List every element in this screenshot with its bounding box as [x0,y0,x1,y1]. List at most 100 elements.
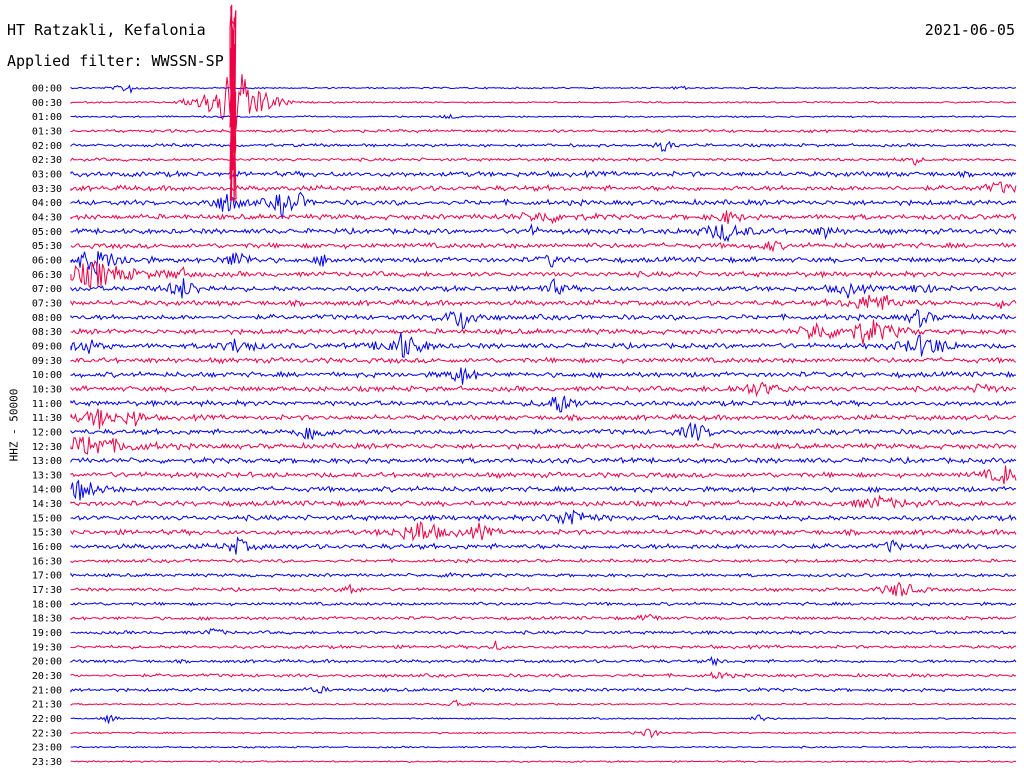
row-time-label: 18:00 [32,599,62,610]
row-time-label: 16:00 [32,542,62,553]
trace-line [70,655,1017,667]
trace-line [70,685,1017,694]
trace-line [70,745,1016,749]
row-time-label: 02:00 [32,141,62,152]
row-time-label: 12:00 [32,427,62,438]
row-time-label: 08:00 [32,313,62,324]
row-time-label: 04:00 [32,198,62,209]
row-time-label: 17:30 [32,585,62,596]
row-time-label: 23:30 [32,757,62,768]
trace-line [70,294,1017,310]
trace-line [70,714,1017,724]
row-time-label: 03:00 [32,169,62,180]
row-time-label: 11:00 [32,399,62,410]
row-time-label: 07:30 [32,298,62,309]
trace-line [70,223,1017,243]
trace-line [70,319,1017,345]
row-time-label: 15:30 [32,528,62,539]
row-time-label: 02:30 [32,155,62,166]
trace-line [70,84,1017,95]
trace-line [70,191,1017,219]
row-time-label: 10:30 [32,384,62,395]
filter-label: Applied filter: WWSSN-SP [7,52,224,70]
row-time-label: 13:00 [32,456,62,467]
row-time-label: 08:30 [32,327,62,338]
trace-line [70,251,1017,276]
trace-line [70,456,1017,465]
trace-line [70,465,1017,485]
row-time-label: 03:30 [32,184,62,195]
trace-line [70,332,1017,358]
trace-line [70,671,1017,680]
earthquake-spike [229,4,237,203]
row-time-label: 21:00 [32,685,62,696]
trace-line [70,494,1017,509]
trace-line [70,169,1017,179]
row-time-label: 07:00 [32,284,62,295]
trace-line [70,759,1017,764]
row-time-label: 00:30 [32,98,62,109]
row-time-label: 06:00 [32,255,62,266]
trace-line [70,210,1017,225]
trace-line [70,601,1017,607]
station-title: HT Ratzakli, Kefalonia [7,21,206,39]
trace-line [70,308,1017,329]
trace-line [70,640,1017,651]
row-time-label: 05:30 [32,241,62,252]
trace-line [70,408,1017,430]
trace-line [70,356,1017,365]
row-time-label: 01:30 [32,126,62,137]
trace-line [70,479,1017,501]
trace-line [70,699,1017,707]
row-time-label: 20:00 [32,657,62,668]
trace-line [70,259,1017,290]
trace-line [70,581,1017,597]
trace-line [70,521,1017,542]
trace-line [70,627,1017,636]
date-label: 2021-06-05 [924,21,1015,39]
row-time-label: 22:30 [32,728,62,739]
trace-line [70,140,1017,153]
trace-line [70,613,1017,621]
row-time-label: 15:00 [32,513,62,524]
row-time-label: 19:30 [32,642,62,653]
row-time-label: 01:00 [32,112,62,123]
trace-line [70,535,1017,555]
trace-line [70,367,1017,385]
row-time-label: 12:30 [32,442,62,453]
row-time-label: 04:30 [32,212,62,223]
trace-line [70,557,1017,564]
trace-line [70,728,1017,739]
row-time-label: 13:30 [32,470,62,481]
trace-line [70,113,1017,120]
row-time-label: 06:30 [32,270,62,281]
trace-line [70,381,1017,398]
trace-line [70,509,1017,526]
row-time-label: 10:00 [32,370,62,381]
row-time-label: 17:00 [32,571,62,582]
row-time-label: 00:00 [32,84,62,95]
trace-line [70,181,1017,194]
row-time-label: 05:00 [32,227,62,238]
row-time-label: 16:30 [32,556,62,567]
row-time-label: 20:30 [32,671,62,682]
row-time-label: 14:00 [32,485,62,496]
trace-line [70,436,1017,455]
row-time-label: 21:30 [32,700,62,711]
row-time-label: 11:30 [32,413,62,424]
trace-line [70,74,1017,130]
row-time-label: 22:00 [32,714,62,725]
trace-line [70,128,1017,134]
row-time-label: 09:30 [32,356,62,367]
trace-line [70,572,1017,578]
row-time-label: 19:00 [32,628,62,639]
trace-line [70,278,1017,299]
row-time-label: 23:00 [32,743,62,754]
row-time-label: 18:30 [32,614,62,625]
row-time-label: 09:00 [32,341,62,352]
trace-line [70,240,1017,253]
row-time-label: 14:30 [32,499,62,510]
trace-line [70,395,1017,413]
trace-line [70,156,1017,166]
